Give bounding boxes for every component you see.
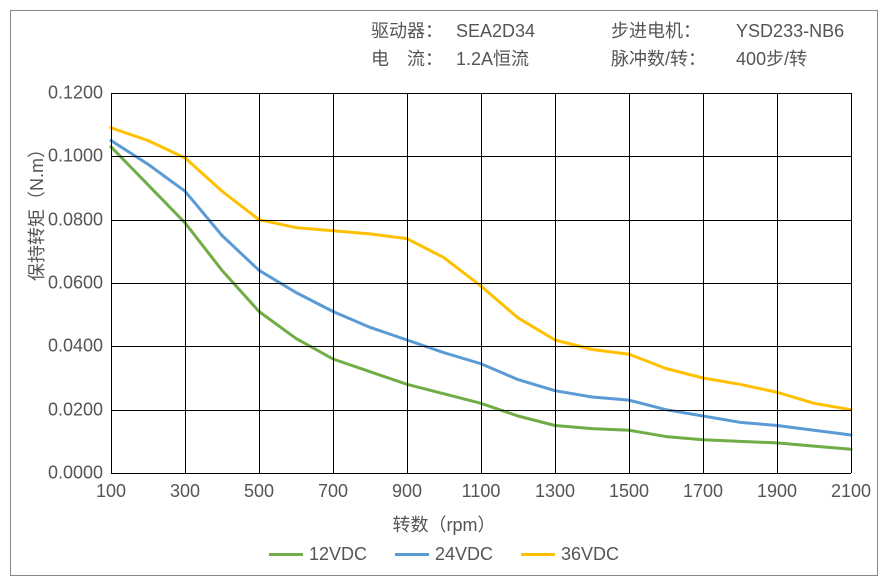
x-tick-label: 100 xyxy=(96,481,126,502)
motor-label: 步进电机： xyxy=(611,17,731,45)
y-tick-label: 0.0000 xyxy=(48,463,103,484)
gridline-h xyxy=(111,156,851,157)
driver-value: SEA2D34 xyxy=(456,17,606,45)
gridline-h xyxy=(111,220,851,221)
y-tick-label: 0.0400 xyxy=(48,336,103,357)
y-tick-label: 0.1000 xyxy=(48,146,103,167)
legend-swatch xyxy=(269,553,303,556)
x-tick-label: 1700 xyxy=(683,481,723,502)
x-tick-label: 500 xyxy=(244,481,274,502)
x-axis-label: 转数（rpm） xyxy=(11,511,877,537)
gridline-h xyxy=(111,283,851,284)
legend-swatch xyxy=(521,553,555,556)
x-tick-label: 1300 xyxy=(535,481,575,502)
x-tick-label: 1100 xyxy=(462,481,501,502)
legend-item-36VDC: 36VDC xyxy=(521,543,619,565)
current-value: 1.2A恒流 xyxy=(456,45,606,73)
motor-value: YSD233-NB6 xyxy=(736,17,876,45)
legend: 12VDC 24VDC 36VDC xyxy=(11,543,877,565)
legend-swatch xyxy=(395,553,429,556)
x-tick-label: 900 xyxy=(392,481,422,502)
plot-area: 1003005007009001100130015001700190021000… xyxy=(111,93,851,473)
legend-item-24VDC: 24VDC xyxy=(395,543,493,565)
y-tick-label: 0.0600 xyxy=(48,273,103,294)
gridline-v xyxy=(851,93,852,473)
metadata-block: 驱动器： SEA2D34 步进电机： YSD233-NB6 电 流： 1.2A恒… xyxy=(371,17,876,73)
x-tick-label: 2100 xyxy=(831,481,871,502)
legend-label: 24VDC xyxy=(435,544,493,564)
x-tick-label: 700 xyxy=(318,481,348,502)
y-tick-label: 0.0800 xyxy=(48,209,103,230)
x-tick-label: 1500 xyxy=(609,481,649,502)
y-tick-label: 0.1200 xyxy=(48,83,103,104)
legend-label: 12VDC xyxy=(309,544,367,564)
driver-label: 驱动器： xyxy=(371,17,451,45)
current-label: 电 流： xyxy=(371,45,451,73)
gridline-h xyxy=(111,346,851,347)
chart-frame: 驱动器： SEA2D34 步进电机： YSD233-NB6 电 流： 1.2A恒… xyxy=(10,10,878,576)
x-tick-label: 300 xyxy=(170,481,200,502)
legend-label: 36VDC xyxy=(561,544,619,564)
gridline-h xyxy=(111,93,851,94)
legend-item-12VDC: 12VDC xyxy=(269,543,367,565)
x-tick-label: 1900 xyxy=(757,481,797,502)
y-axis-label: 保持转矩（N.m） xyxy=(23,140,49,281)
gridline-h xyxy=(111,473,851,474)
y-tick-label: 0.0200 xyxy=(48,399,103,420)
pulse-label: 脉冲数/转： xyxy=(611,45,731,73)
pulse-value: 400步/转 xyxy=(736,45,876,73)
gridline-h xyxy=(111,410,851,411)
